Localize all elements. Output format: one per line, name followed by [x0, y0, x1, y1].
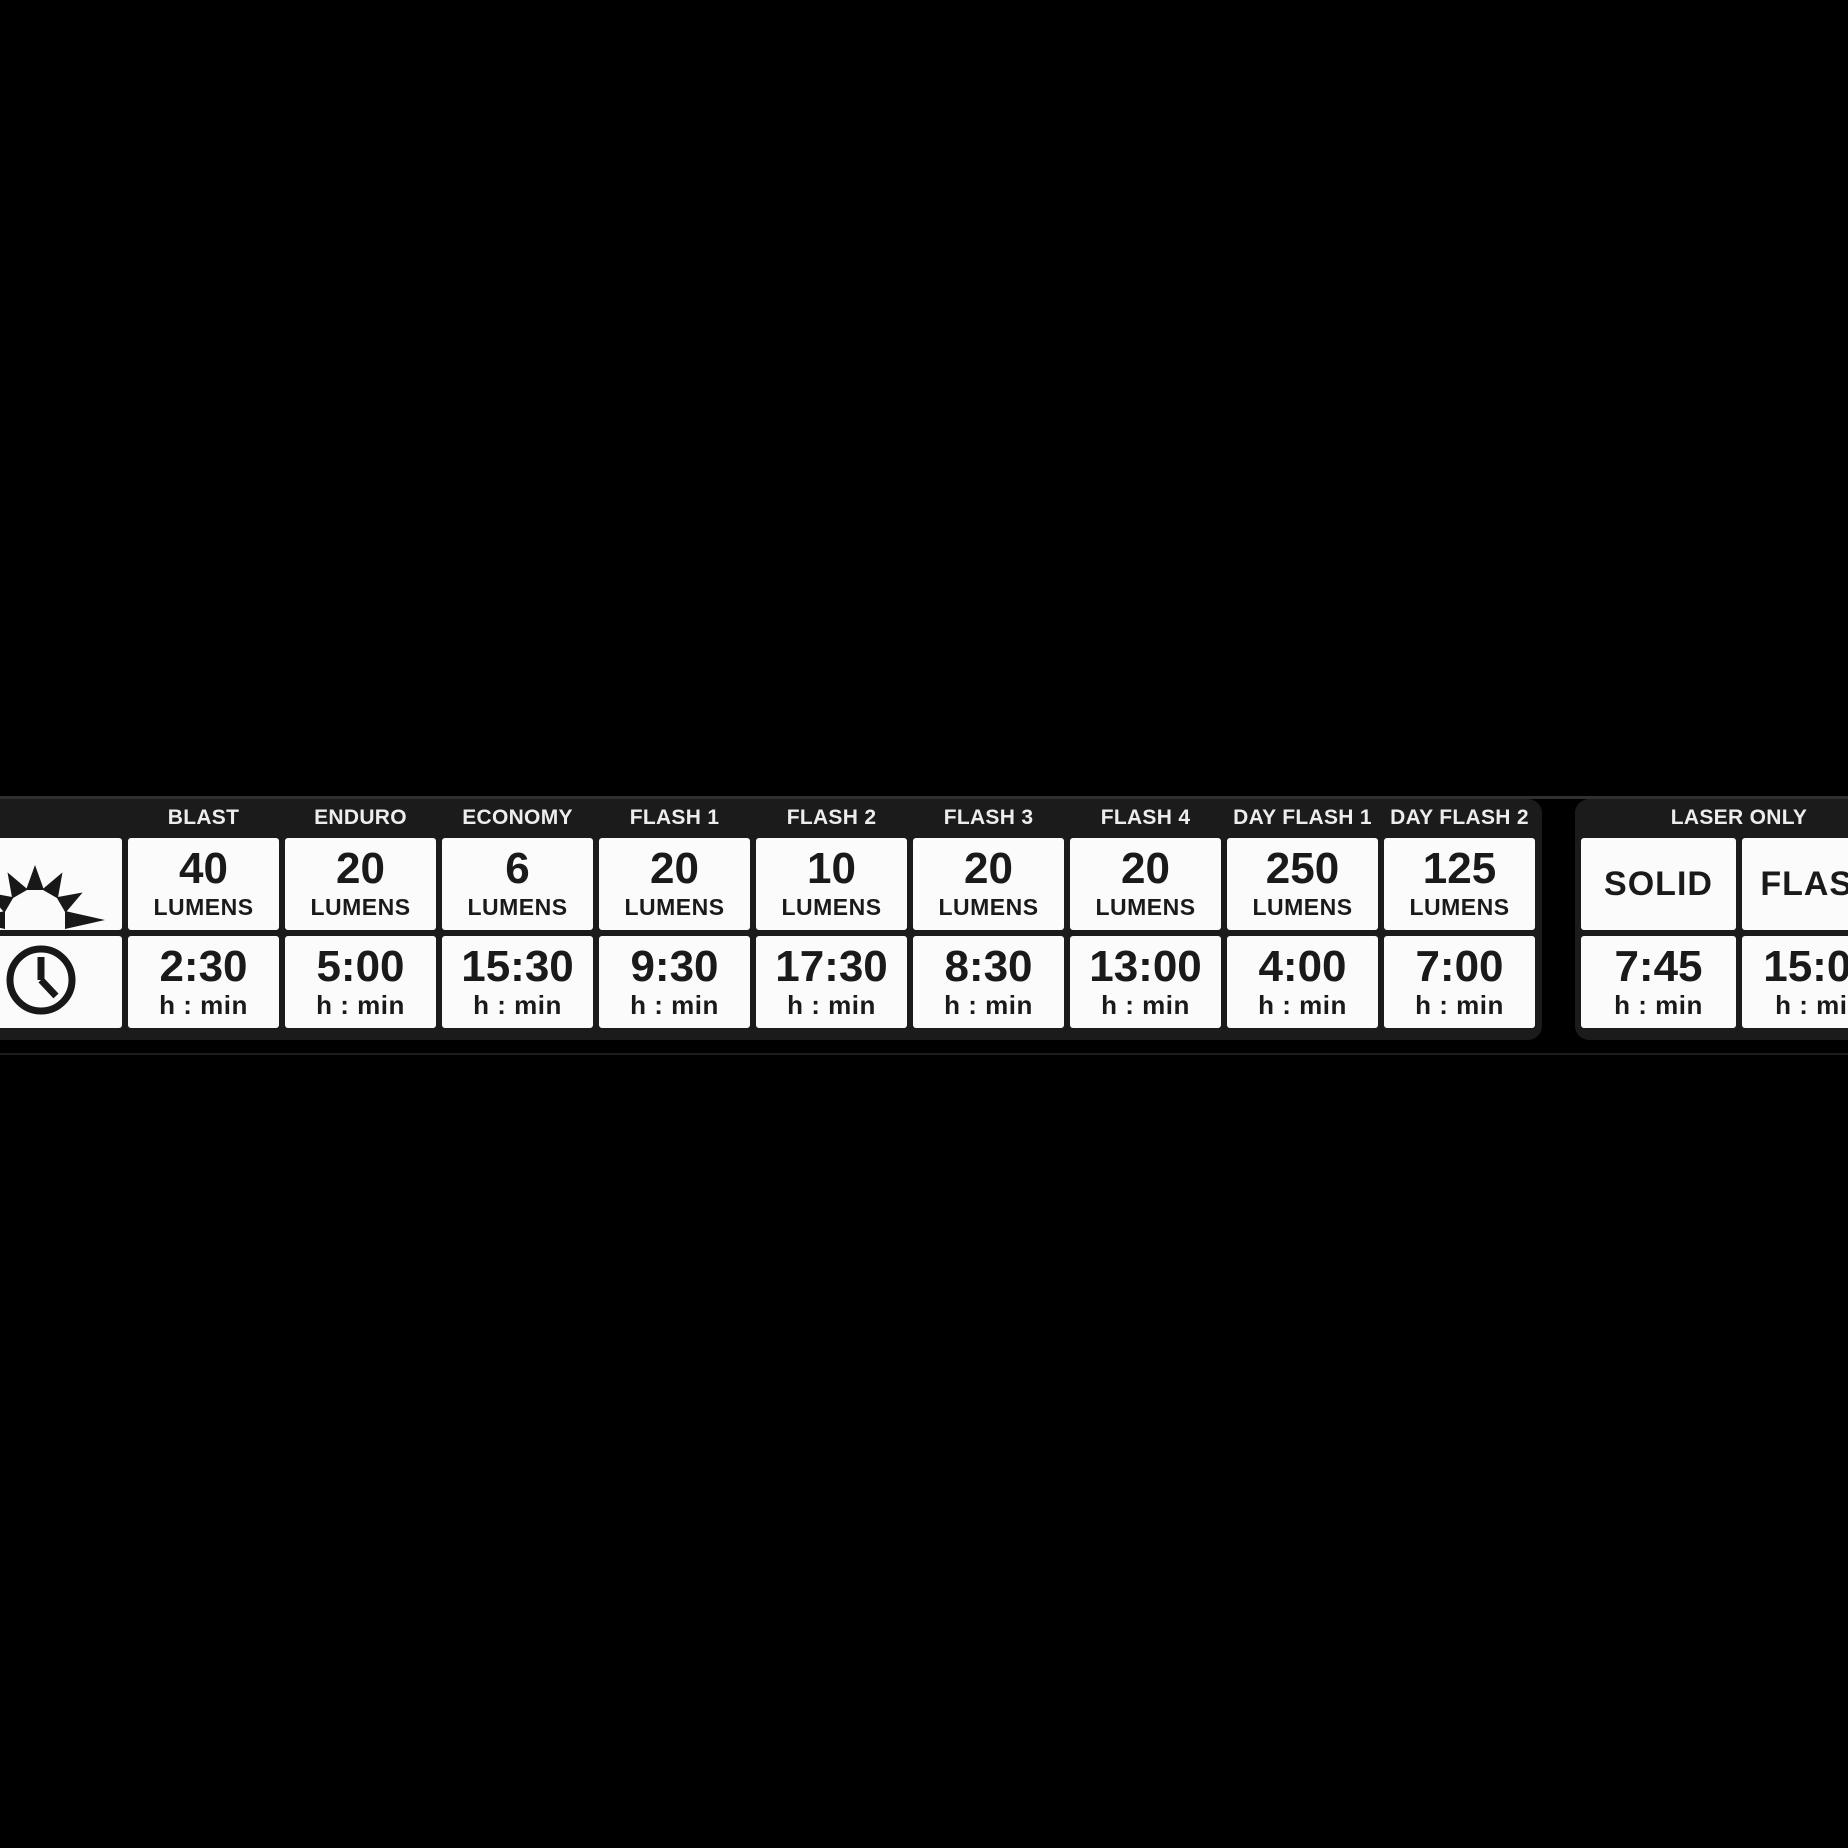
- lumens-unit: LUMENS: [624, 894, 725, 921]
- runtime-unit: h : min: [787, 989, 876, 1020]
- lumens-unit: LUMENS: [153, 894, 254, 921]
- lumens-unit: LUMENS: [310, 894, 411, 921]
- runtime-unit: h : min: [316, 989, 405, 1020]
- runtime-value: 15:00: [1763, 941, 1848, 991]
- lumens-cell-blast: 40 LUMENS: [128, 838, 279, 930]
- runtime-unit: h : min: [473, 989, 562, 1020]
- runtime-cell-flash-3: 8:30 h : min: [913, 936, 1064, 1028]
- column-header-flash-4: FLASH 4: [1100, 805, 1191, 829]
- laser-runtime-cell-solid: 7:45 h : min: [1581, 936, 1736, 1028]
- runtime-row-icon-cell: [0, 936, 122, 1028]
- column-header-day-flash-2: DAY FLASH 2: [1390, 805, 1529, 829]
- runtime-cell-flash-1: 9:30 h : min: [599, 936, 750, 1028]
- strip-bottom-divider: [0, 1053, 1848, 1055]
- lumens-value: 6: [505, 844, 530, 894]
- runtime-value: 8:30: [944, 941, 1033, 991]
- column-header-flash-1: FLASH 1: [629, 805, 720, 829]
- light-modes-table: BLAST ENDURO ECONOMY FLASH 1 FLASH 2 FLA…: [0, 799, 1542, 1040]
- lumens-row-icon-cell: [0, 838, 122, 930]
- lumens-value: 10: [807, 844, 856, 894]
- lumens-cell-day-flash-1: 250 LUMENS: [1227, 838, 1378, 930]
- laser-runtime-cell-flash: 15:00 h : min: [1742, 936, 1848, 1028]
- runtime-value: 2:30: [159, 941, 248, 991]
- lumens-unit: LUMENS: [1409, 894, 1510, 921]
- lumens-cell-day-flash-2: 125 LUMENS: [1384, 838, 1535, 930]
- runtime-cell-day-flash-1: 4:00 h : min: [1227, 936, 1378, 1028]
- runtime-value: 17:30: [775, 941, 888, 991]
- lumens-value: 40: [179, 844, 228, 894]
- laser-only-table: LASER ONLY SOLID FLASH 7:45 h : min 15:0…: [1575, 799, 1848, 1040]
- lumens-value: 125: [1422, 844, 1497, 894]
- lumens-value: 20: [336, 844, 385, 894]
- runtime-value: 13:00: [1089, 941, 1202, 991]
- column-header-flash-2: FLASH 2: [786, 805, 877, 829]
- column-header-blast: BLAST: [167, 805, 240, 829]
- runtime-value: 15:30: [461, 941, 574, 991]
- strip-top-divider: [0, 796, 1848, 799]
- runtime-cell-day-flash-2: 7:00 h : min: [1384, 936, 1535, 1028]
- lumens-cell-enduro: 20 LUMENS: [285, 838, 436, 930]
- runtime-unit: h : min: [630, 989, 719, 1020]
- runtime-cell-enduro: 5:00 h : min: [285, 936, 436, 1028]
- runtime-unit: h : min: [1775, 989, 1848, 1020]
- lumens-unit: LUMENS: [467, 894, 568, 921]
- lumens-cell-flash-4: 20 LUMENS: [1070, 838, 1221, 930]
- laser-mode-label: FLASH: [1760, 864, 1848, 903]
- lumens-value: 20: [650, 844, 699, 894]
- column-header-day-flash-1: DAY FLASH 1: [1233, 805, 1372, 829]
- runtime-value: 7:00: [1415, 941, 1504, 991]
- runtime-unit: h : min: [1415, 989, 1504, 1020]
- clock-icon: [0, 936, 122, 1028]
- laser-mode-cell-solid: SOLID: [1581, 838, 1736, 930]
- lumens-unit: LUMENS: [1095, 894, 1196, 921]
- laser-mode-cell-flash: FLASH: [1742, 838, 1848, 930]
- column-header-flash-3: FLASH 3: [943, 805, 1034, 829]
- laser-only-header: LASER ONLY: [1670, 805, 1808, 829]
- icon-column-header: [0, 814, 122, 818]
- runtime-cell-flash-2: 17:30 h : min: [756, 936, 907, 1028]
- laser-mode-label: SOLID: [1604, 864, 1713, 903]
- column-header-economy: ECONOMY: [462, 805, 573, 829]
- runtime-unit: h : min: [944, 989, 1033, 1020]
- runtime-value: 7:45: [1614, 941, 1703, 991]
- column-header-enduro: ENDURO: [314, 805, 407, 829]
- runtime-value: 4:00: [1258, 941, 1347, 991]
- runtime-cell-blast: 2:30 h : min: [128, 936, 279, 1028]
- sun-icon: [0, 838, 122, 930]
- runtime-value: 9:30: [630, 941, 719, 991]
- lumens-value: 20: [964, 844, 1013, 894]
- lumens-value: 250: [1265, 844, 1340, 894]
- lumens-cell-flash-1: 20 LUMENS: [599, 838, 750, 930]
- runtime-unit: h : min: [159, 989, 248, 1020]
- runtime-cell-flash-4: 13:00 h : min: [1070, 936, 1221, 1028]
- runtime-unit: h : min: [1614, 989, 1703, 1020]
- runtime-unit: h : min: [1101, 989, 1190, 1020]
- lumens-cell-economy: 6 LUMENS: [442, 838, 593, 930]
- lumens-unit: LUMENS: [938, 894, 1039, 921]
- lumens-unit: LUMENS: [781, 894, 882, 921]
- lumens-unit: LUMENS: [1252, 894, 1353, 921]
- runtime-cell-economy: 15:30 h : min: [442, 936, 593, 1028]
- lumens-cell-flash-3: 20 LUMENS: [913, 838, 1064, 930]
- lumens-value: 20: [1121, 844, 1170, 894]
- lumens-cell-flash-2: 10 LUMENS: [756, 838, 907, 930]
- runtime-value: 5:00: [316, 941, 405, 991]
- runtime-unit: h : min: [1258, 989, 1347, 1020]
